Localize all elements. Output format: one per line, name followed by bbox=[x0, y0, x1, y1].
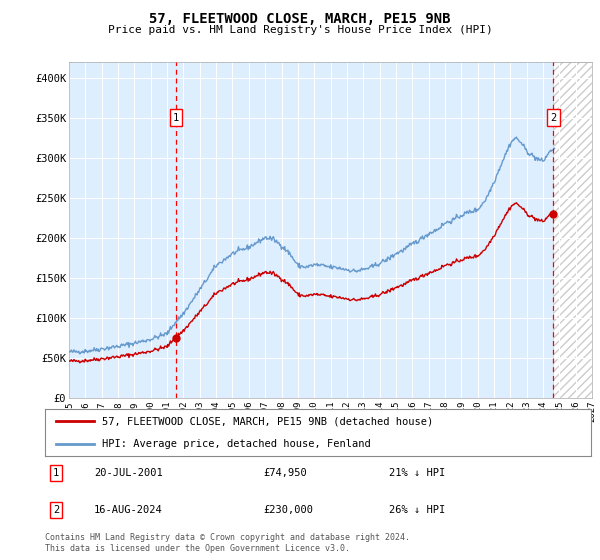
Text: 2: 2 bbox=[53, 505, 59, 515]
Bar bbox=[553, 62, 592, 398]
Text: 57, FLEETWOOD CLOSE, MARCH, PE15 9NB (detached house): 57, FLEETWOOD CLOSE, MARCH, PE15 9NB (de… bbox=[103, 416, 434, 426]
Text: 1: 1 bbox=[173, 113, 179, 123]
Text: 1: 1 bbox=[53, 468, 59, 478]
Text: 26% ↓ HPI: 26% ↓ HPI bbox=[389, 505, 445, 515]
Text: 21% ↓ HPI: 21% ↓ HPI bbox=[389, 468, 445, 478]
Text: 16-AUG-2024: 16-AUG-2024 bbox=[94, 505, 163, 515]
Text: 2: 2 bbox=[550, 113, 556, 123]
Text: Price paid vs. HM Land Registry's House Price Index (HPI): Price paid vs. HM Land Registry's House … bbox=[107, 25, 493, 35]
Text: 57, FLEETWOOD CLOSE, MARCH, PE15 9NB: 57, FLEETWOOD CLOSE, MARCH, PE15 9NB bbox=[149, 12, 451, 26]
Text: 20-JUL-2001: 20-JUL-2001 bbox=[94, 468, 163, 478]
Text: Contains HM Land Registry data © Crown copyright and database right 2024.
This d: Contains HM Land Registry data © Crown c… bbox=[45, 533, 410, 553]
Text: £74,950: £74,950 bbox=[263, 468, 307, 478]
Text: HPI: Average price, detached house, Fenland: HPI: Average price, detached house, Fenl… bbox=[103, 439, 371, 449]
Text: £230,000: £230,000 bbox=[263, 505, 313, 515]
